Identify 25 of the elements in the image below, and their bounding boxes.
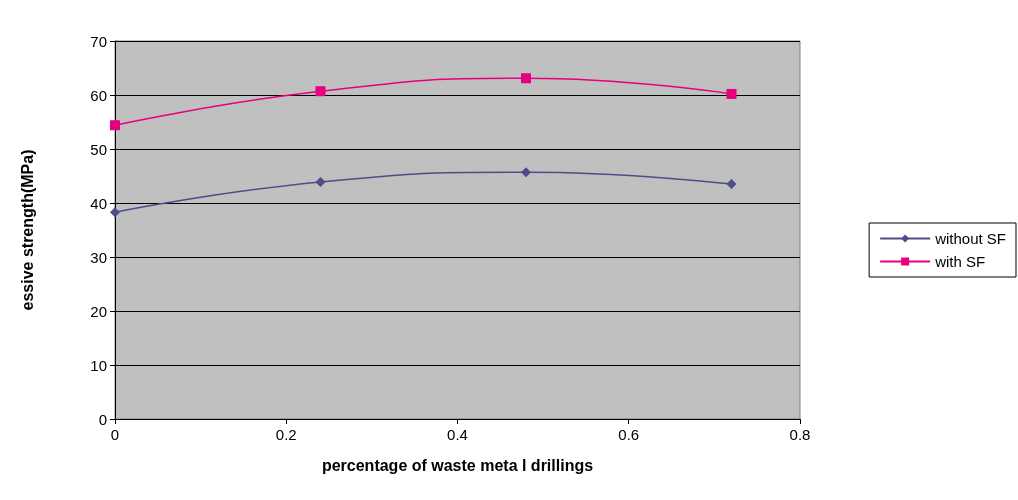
point (521, 73, 531, 84)
y-tick-label: 20 (90, 302, 107, 320)
x-tick-label: 0 (110, 426, 120, 443)
y-tick-label: 30 (90, 248, 107, 266)
y-tick-label: 50 (90, 140, 107, 158)
x-tick-label: 0.8 (789, 426, 811, 443)
point (726, 179, 737, 190)
legend-label: with SF (934, 253, 986, 270)
y-axis-title: essive strength(MPa) (18, 149, 36, 311)
point (521, 167, 531, 178)
point (110, 207, 120, 218)
y-tick-label: 0 (98, 410, 107, 428)
x-tick-label: 0.2 (275, 426, 297, 443)
x-tick-label: 0.6 (618, 426, 640, 443)
y-tick-label: 70 (90, 32, 107, 50)
point (110, 120, 120, 131)
point (726, 88, 737, 99)
y-tick-label: 60 (90, 86, 107, 104)
y-tick-label: 10 (90, 356, 107, 374)
y-tick-label: 40 (90, 194, 107, 212)
legend-label: without SF (934, 230, 1007, 247)
point (315, 86, 326, 97)
x-tick-label: 0.4 (447, 426, 468, 443)
x-axis-title: percentage of waste meta l drillings (321, 456, 594, 474)
point (315, 176, 326, 187)
